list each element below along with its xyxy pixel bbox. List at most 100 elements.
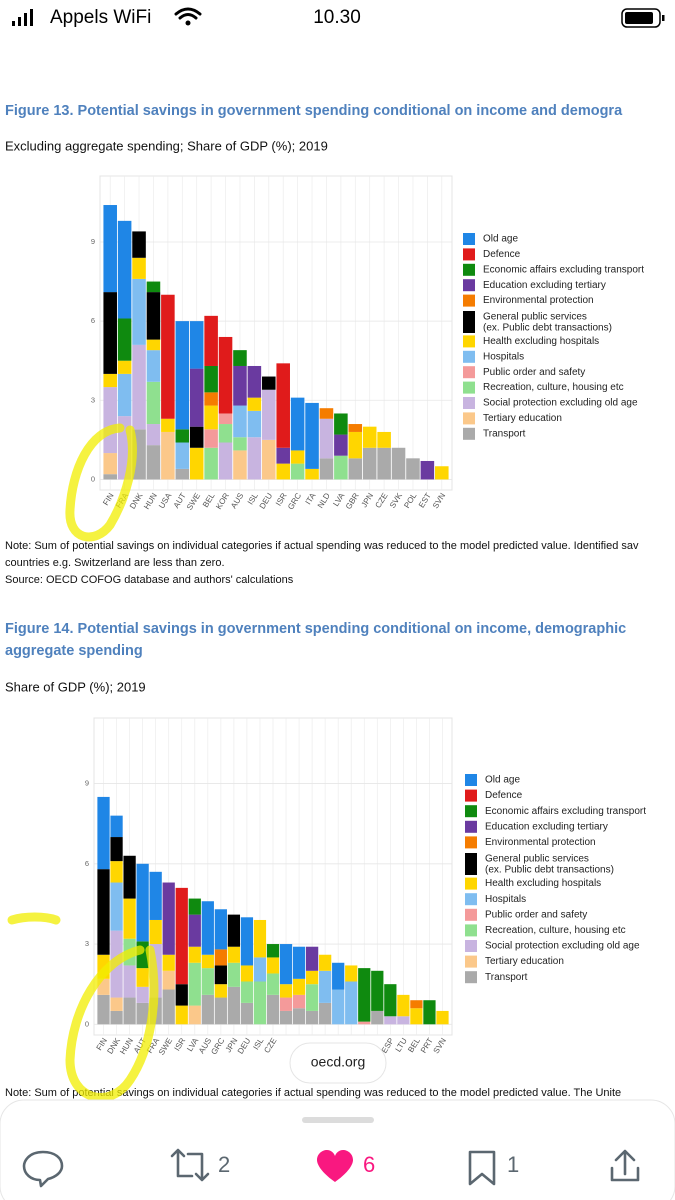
bar-segment [117,220,132,319]
share-icon[interactable] [610,1149,640,1182]
x-tick-label: GBR [344,491,361,511]
bar-segment [149,919,162,945]
bar-segment [319,1002,332,1025]
bar-segment [233,437,247,451]
bar-segment [175,1005,188,1025]
legend-swatch [463,294,475,307]
bar-segment [189,426,204,448]
bar-segment [334,434,348,456]
bar-segment [384,984,397,1017]
bar-segment [188,1005,201,1025]
x-tick-label: POL [402,491,418,510]
bar-segment [97,796,110,870]
bar-segment [240,981,254,1003]
bar-segment [189,368,204,427]
signal [18,17,21,26]
bar-segment [406,458,420,480]
legend-swatch [465,805,477,818]
bar-segment [279,984,293,998]
bar-segment [188,914,201,947]
bar-segment [266,944,280,958]
retweet-icon[interactable] [170,1148,210,1182]
url-popup[interactable] [289,1042,387,1084]
battery-level [625,12,653,24]
legend-label: General public services (ex. Public debt … [485,853,614,875]
x-tick-label: CZE [373,491,389,509]
like-count[interactable]: 6 [363,1152,375,1177]
legend-label: Environmental protection [483,295,594,306]
retweet-count[interactable]: 2 [218,1152,230,1177]
bookmark-icon[interactable] [468,1150,496,1186]
note: Source: OECD COFOG database and authors'… [5,574,294,586]
x-tick-label: SVK [388,491,404,510]
signal [24,13,27,26]
legend-swatch [465,774,477,786]
bar-segment [175,321,190,430]
legend-swatch [465,836,477,849]
legend-swatch [463,397,475,409]
bar-segment [214,965,227,985]
bar-segment [279,997,293,1011]
bar-segment [391,447,406,480]
bar-segment [136,863,149,942]
bar-segment [110,861,123,883]
url-popup-text[interactable]: oecd.org [311,1054,365,1070]
bar-segment [136,968,149,987]
x-tick-label: GRC [209,1036,226,1056]
y-tick-label: 0 [91,474,95,483]
bar-segment [227,946,241,963]
bar-segment [97,994,110,1025]
bar-segment [279,1010,293,1025]
legend-label: Hospitals [483,351,524,362]
bar-segment [146,339,161,351]
bar-segment [218,442,233,480]
y-tick-label: 6 [91,316,95,325]
legend-label: Environmental protection [485,837,596,848]
bar-segment [214,984,227,998]
bar-segment [161,294,175,419]
bar-segment [149,871,162,920]
bar-segment [227,962,241,987]
bar-segment [132,344,146,430]
reply-icon[interactable] [22,1150,64,1188]
bar-segment [123,898,136,939]
bar-segment [218,424,233,443]
x-tick-label: ISR [173,1036,188,1052]
figure-title: Figure 14. Potential savings in governme… [5,621,626,637]
bar-segment [435,466,449,480]
bar-segment [334,413,348,435]
like-icon[interactable] [317,1150,353,1182]
bar-segment [397,994,410,1017]
x-tick-label: GRC [286,491,303,511]
legend-swatch [463,233,475,245]
bar-segment [162,970,175,990]
legend-swatch [463,248,475,261]
bar-segment [358,968,371,1022]
legend-swatch [463,350,475,363]
bar-segment [276,363,290,448]
bar-segment [348,458,363,480]
bar-segment [218,413,233,425]
legend-label: Old age [483,234,518,245]
bar-segment [332,989,345,1025]
bar-segment [146,424,161,446]
bar-segment [319,954,332,971]
figure-subtitle: Excluding aggregate spending; Share of G… [5,138,328,153]
legend-label: General public services (ex. Public debt … [483,311,612,333]
bookmark-count[interactable]: 1 [507,1152,519,1177]
legend-swatch [463,366,475,379]
bar-segment [247,397,262,411]
x-tick-label: NLD [316,491,332,510]
bar-segment [110,1010,123,1025]
y-tick-label: 6 [85,859,89,868]
legend-label: Economic affairs excluding transport [483,264,644,275]
legend-swatch [465,820,477,833]
bar-segment [103,453,117,475]
bar-segment [227,986,241,1025]
legend-label: Public order and safety [483,367,585,378]
bar-segment [371,970,384,1011]
legend-swatch [463,412,475,425]
bar-segment [204,447,218,480]
bar-segment [305,402,319,469]
legend-swatch [465,893,477,906]
